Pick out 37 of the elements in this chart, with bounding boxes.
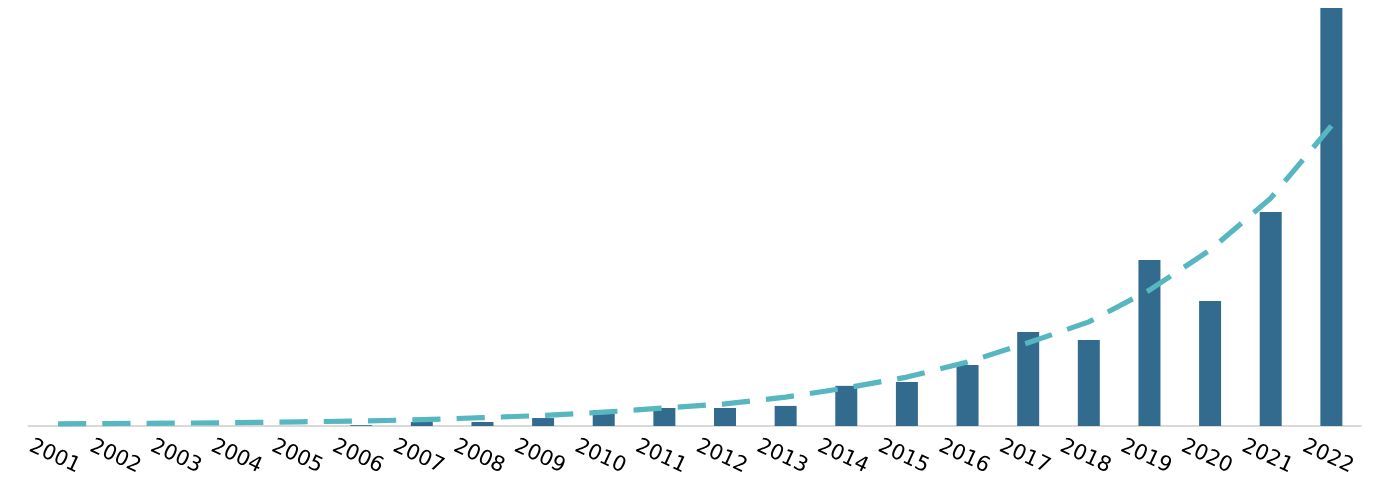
x-tick-label: 2004 xyxy=(211,437,262,472)
x-tick-label: 2019 xyxy=(1120,437,1172,471)
bar xyxy=(1017,331,1040,426)
x-tick-label: 2008 xyxy=(453,437,505,471)
bar xyxy=(653,408,676,426)
bar xyxy=(1199,301,1222,426)
x-tick-label: 2009 xyxy=(514,437,565,471)
bar xyxy=(532,418,555,426)
x-tick-label: 2014 xyxy=(817,437,869,472)
bar xyxy=(1077,339,1100,426)
x-tick-label: 2017 xyxy=(999,437,1052,470)
bar xyxy=(895,382,918,426)
x-tick-label: 2003 xyxy=(150,437,202,471)
x-tick-label: 2018 xyxy=(1060,437,1111,471)
x-tick-label: 2002 xyxy=(90,437,141,472)
x-tick-label: 2001 xyxy=(29,437,79,472)
x-tick-label: 2016 xyxy=(938,437,991,471)
x-tick-label: 2015 xyxy=(878,437,930,471)
x-tick-label: 2020 xyxy=(1181,437,1232,471)
bar xyxy=(956,364,979,426)
bar xyxy=(774,405,797,426)
bar xyxy=(714,408,736,426)
bar xyxy=(1320,7,1343,426)
x-tick-label: 2012 xyxy=(696,437,747,472)
bar xyxy=(410,421,433,426)
bar xyxy=(835,385,858,426)
x-tick-label: 2013 xyxy=(757,437,808,471)
bar xyxy=(1138,260,1161,426)
x-tick-label: 2007 xyxy=(393,437,446,470)
x-tick-label: 2022 xyxy=(1302,437,1353,472)
x-tick-label: 2010 xyxy=(575,437,626,471)
bar xyxy=(1259,211,1282,426)
x-tick-label: 2005 xyxy=(271,437,323,471)
bar xyxy=(471,421,494,426)
x-tick-label: 2006 xyxy=(332,437,384,471)
x-tick-label: 2021 xyxy=(1242,437,1291,472)
x-tick-label: 2011 xyxy=(635,437,685,472)
